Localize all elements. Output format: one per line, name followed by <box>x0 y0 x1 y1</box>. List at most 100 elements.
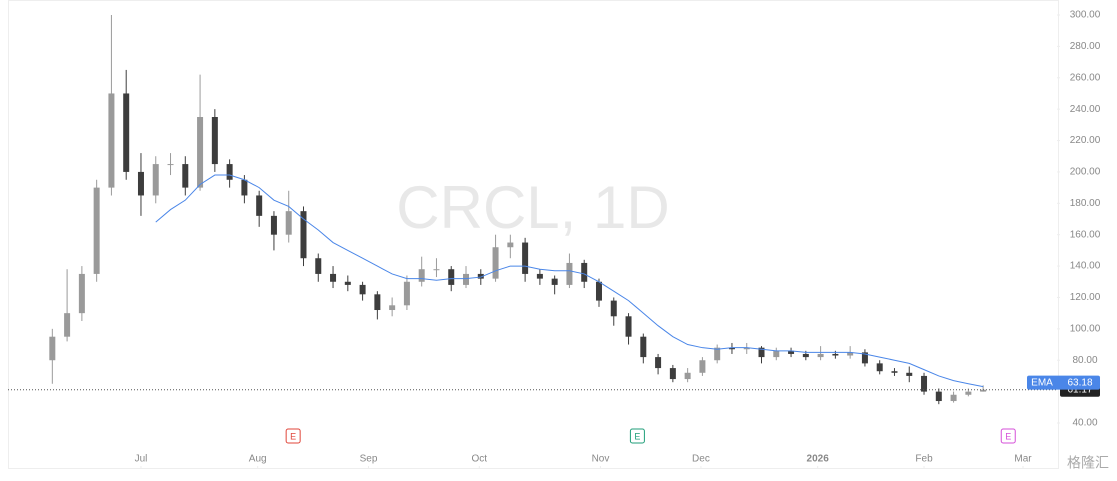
candle-body <box>448 269 455 285</box>
candle-body <box>137 171 144 196</box>
candle-body <box>359 284 366 295</box>
x-tick-label: Feb <box>915 454 933 465</box>
candle-body <box>788 350 795 354</box>
candle-body <box>78 273 85 314</box>
candle-body <box>522 242 529 274</box>
candle-body <box>418 269 425 282</box>
last-price-label: 61.17 <box>1067 384 1092 395</box>
ema-name: EMA <box>1031 377 1053 388</box>
logo: 格隆汇 <box>1067 455 1109 471</box>
y-tick-label: 180.00 <box>1070 198 1101 209</box>
candle-body <box>270 215 277 235</box>
candle-body <box>197 117 204 188</box>
candle-body <box>566 262 573 285</box>
candle-body <box>655 357 662 369</box>
candle-body <box>93 187 100 274</box>
candle-body <box>300 211 307 259</box>
candle-body <box>123 93 130 172</box>
candle-body <box>595 281 602 301</box>
candle-body <box>211 117 218 165</box>
candle-body <box>891 371 898 373</box>
candle-body <box>935 391 942 402</box>
event-marker <box>629 428 645 444</box>
y-tick-label: 200.00 <box>1070 167 1101 178</box>
x-tick-label: Mar <box>1014 454 1032 465</box>
y-tick-label: 80.00 <box>1072 355 1097 366</box>
y-tick-label: 240.00 <box>1070 104 1101 115</box>
candle-body <box>463 273 470 285</box>
candle-body <box>802 353 809 358</box>
x-tick-label: Dec <box>692 454 710 465</box>
candle-body <box>344 281 351 285</box>
candle-body <box>226 164 233 180</box>
candle-body <box>182 164 189 188</box>
candle-body <box>241 179 248 196</box>
candle-body <box>403 281 410 306</box>
candle-body <box>167 164 174 166</box>
x-tick-label: 2026 <box>807 454 830 465</box>
candle-body <box>330 273 337 282</box>
candle-body <box>950 394 957 402</box>
candle-body <box>773 350 780 358</box>
candle-body <box>906 372 913 376</box>
x-tick-label: Oct <box>472 454 488 465</box>
candle-body <box>758 347 765 358</box>
candle-body <box>49 336 56 361</box>
candle-body <box>921 375 928 392</box>
candle-body <box>965 391 972 395</box>
candle-body <box>640 336 647 358</box>
candle-body <box>108 93 115 188</box>
candle-body <box>817 353 824 358</box>
candle-body <box>743 347 750 350</box>
x-tick-label: Nov <box>592 454 610 465</box>
candle-body <box>581 262 588 282</box>
y-tick-label: 220.00 <box>1070 135 1101 146</box>
candle-body <box>507 242 514 248</box>
candle-body <box>980 389 987 392</box>
candle-body <box>847 352 854 356</box>
candle-body <box>728 347 735 350</box>
candle-body <box>876 363 883 372</box>
candle-body <box>285 211 292 235</box>
candle-body <box>551 278 558 285</box>
y-tick-label: 160.00 <box>1070 229 1101 240</box>
candle-body <box>477 273 484 279</box>
x-tick-label: Aug <box>249 454 267 465</box>
event-label: E <box>634 431 640 441</box>
y-tick-label: 280.00 <box>1070 41 1101 52</box>
x-tick-label: Sep <box>360 454 378 465</box>
ema-box <box>1027 375 1100 390</box>
y-tick-label: 40.00 <box>1072 418 1097 429</box>
candle-body <box>492 247 499 279</box>
y-tick-label: 140.00 <box>1070 261 1101 272</box>
candle-body <box>536 273 543 279</box>
event-marker <box>1000 428 1016 444</box>
event-label: E <box>290 431 296 441</box>
candle-body <box>152 164 159 196</box>
candle-body <box>389 305 396 311</box>
candle-body <box>684 372 691 380</box>
ema-value: 63.18 <box>1067 377 1092 388</box>
candle-body <box>315 258 322 274</box>
candle-body <box>610 300 617 317</box>
candle-body <box>625 316 632 337</box>
ema-line <box>155 174 984 388</box>
x-tick-label: Jul <box>135 454 148 465</box>
y-tick-label: 100.00 <box>1070 323 1101 334</box>
event-marker <box>285 428 301 444</box>
candle-body <box>374 294 381 311</box>
candle-body <box>64 313 71 337</box>
candle-body <box>714 347 721 361</box>
watermark: CRCL, 1D <box>396 174 669 241</box>
y-tick-label: 300.00 <box>1070 10 1101 21</box>
y-tick-label: 120.00 <box>1070 292 1101 303</box>
candle-body <box>669 368 676 380</box>
candle-body <box>433 269 440 271</box>
candle-body <box>832 353 839 356</box>
candle-body <box>256 195 263 216</box>
candle-body <box>861 352 868 364</box>
candle-body <box>699 360 706 373</box>
y-tick-label: 260.00 <box>1070 72 1101 83</box>
event-label: E <box>1005 431 1011 441</box>
